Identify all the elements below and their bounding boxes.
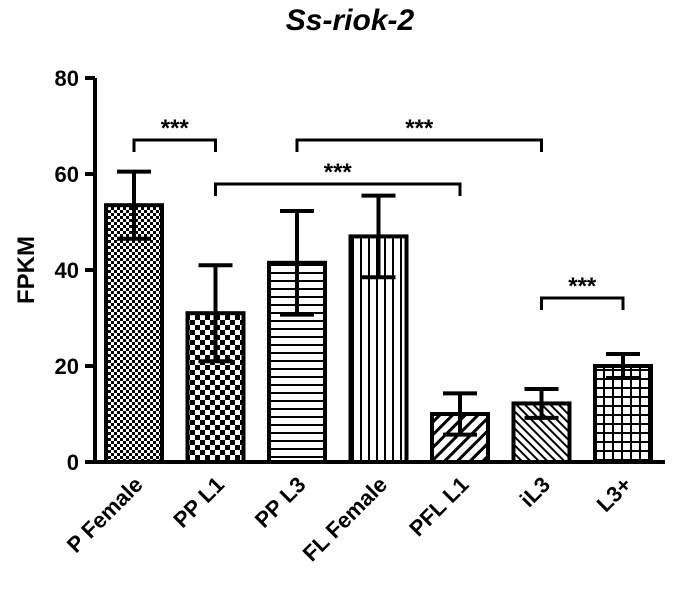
y-axis-label: FPKM [13, 236, 40, 304]
bar-6 [593, 364, 653, 464]
x-tick-label: FL Female [298, 472, 392, 566]
significance-bracket-0 [132, 138, 217, 152]
error-bars [117, 169, 640, 437]
significance-label-3: *** [568, 273, 597, 300]
x-tick-label: PFL L1 [404, 472, 473, 541]
significance-bracket-3 [540, 296, 625, 310]
bars [104, 203, 653, 465]
x-tick-label: L3+ [592, 472, 637, 517]
y-tick-label: 0 [67, 450, 79, 475]
y-ticks: 0 20 40 60 80 [55, 66, 95, 475]
significance-brackets: *** *** *** *** [132, 115, 625, 310]
x-tick-label: PP L1 [168, 472, 229, 533]
y-tick-label: 20 [55, 354, 79, 379]
x-tick-label: iL3 [515, 472, 555, 512]
y-tick-label: 80 [55, 66, 79, 91]
significance-bracket-2 [295, 138, 543, 152]
chart-title: Ss-riok-2 [286, 4, 415, 37]
x-tick-label: P Female [62, 472, 148, 558]
x-tick-label: PP L3 [250, 472, 311, 533]
significance-bracket-1 [214, 182, 462, 196]
significance-label-0: *** [161, 115, 190, 142]
bar-0 [104, 203, 164, 464]
significance-label-2: *** [405, 115, 434, 142]
y-tick-label: 40 [55, 258, 79, 283]
significance-label-1: *** [324, 159, 353, 186]
y-tick-label: 60 [55, 162, 79, 187]
